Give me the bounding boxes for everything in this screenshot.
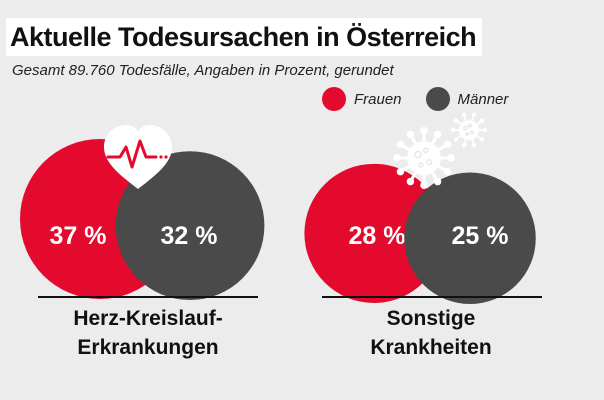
value-label-frauen-1: 28 % bbox=[349, 222, 406, 250]
value-label-maenner-1: 25 % bbox=[452, 222, 509, 250]
title-box: Aktuelle Todesursachen in Österreich bbox=[6, 18, 483, 56]
virus-icon-small bbox=[450, 112, 488, 148]
heart-pulse-icon bbox=[104, 125, 172, 189]
bubble-maenner-0 bbox=[115, 151, 265, 300]
legend-label-maenner: Männer bbox=[457, 90, 509, 108]
value-label-maenner-0: 32 % bbox=[161, 222, 218, 250]
category-label-herz-line2: Erkrankungen bbox=[77, 336, 219, 359]
chart-subtitle: Gesamt 89.760 Todesfälle, Angaben in Pro… bbox=[12, 62, 394, 79]
chart-title: Aktuelle Todesursachen in Österreich bbox=[10, 21, 477, 52]
category-label-sonstige: Sonstige Krankheiten bbox=[311, 304, 551, 362]
legend-item-frauen: Frauen bbox=[322, 87, 402, 111]
category-label-sonstige-line2: Krankheiten bbox=[370, 336, 492, 359]
bubble-frauen-1 bbox=[304, 163, 444, 303]
value-label-frauen-0: 37 % bbox=[50, 222, 107, 250]
bubbles-layer: 37 % 32 % 28 % 25 % bbox=[20, 139, 536, 304]
legend-swatch-maenner bbox=[425, 87, 450, 111]
virus-icon bbox=[393, 127, 455, 189]
legend-swatch-frauen bbox=[322, 87, 346, 111]
legend-label-frauen: Frauen bbox=[354, 90, 402, 108]
legend: Frauen Männer bbox=[322, 87, 532, 111]
bubble-maenner-1 bbox=[404, 172, 536, 304]
category-label-herz: Herz-Kreislauf- Erkrankungen bbox=[28, 304, 268, 362]
category-label-sonstige-line1: Sonstige bbox=[386, 307, 476, 330]
category-label-herz-line1: Herz-Kreislauf- bbox=[73, 307, 223, 330]
legend-item-maenner: Männer bbox=[425, 87, 509, 111]
